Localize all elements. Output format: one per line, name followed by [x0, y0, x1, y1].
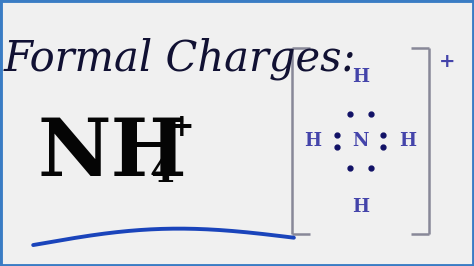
Text: H: H: [304, 132, 321, 150]
Text: H: H: [352, 68, 369, 86]
Text: +: +: [438, 53, 455, 71]
Text: N: N: [352, 132, 368, 150]
Text: +: +: [168, 112, 194, 143]
Text: Formal Charges:: Formal Charges:: [4, 37, 356, 80]
Text: 4: 4: [149, 155, 174, 189]
Text: H: H: [352, 198, 369, 217]
Text: NH: NH: [38, 115, 188, 193]
Text: H: H: [399, 132, 416, 150]
